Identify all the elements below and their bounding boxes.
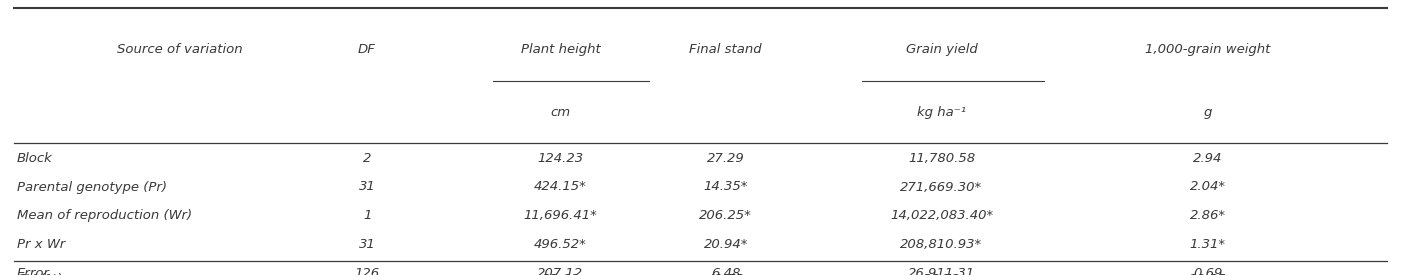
Text: 14.35*: 14.35* <box>703 180 748 194</box>
Text: CV (%): CV (%) <box>17 273 62 275</box>
Text: 14,022,083.40*: 14,022,083.40* <box>890 209 993 222</box>
Text: 2: 2 <box>363 152 371 165</box>
Text: 271,669.30*: 271,669.30* <box>901 180 982 194</box>
Text: 126: 126 <box>354 267 380 275</box>
Text: Parental genotype (Pr): Parental genotype (Pr) <box>17 180 167 194</box>
Text: 2.04*: 2.04* <box>1189 180 1226 194</box>
Text: Source of variation: Source of variation <box>116 43 242 56</box>
Text: 31: 31 <box>359 238 375 251</box>
Text: 496.52*: 496.52* <box>534 238 587 251</box>
Text: 206.25*: 206.25* <box>699 209 752 222</box>
Text: 2.86*: 2.86* <box>1189 209 1226 222</box>
Text: Mean of reproduction (Wr): Mean of reproduction (Wr) <box>17 209 192 222</box>
Text: 26,911.31: 26,911.31 <box>908 267 975 275</box>
Text: Error: Error <box>17 267 50 275</box>
Text: 208,810.93*: 208,810.93* <box>901 238 982 251</box>
Text: 36.72: 36.72 <box>923 273 960 275</box>
Text: 31: 31 <box>359 180 375 194</box>
Text: 424.15*: 424.15* <box>534 180 587 194</box>
Text: Block: Block <box>17 152 53 165</box>
Text: Plant height: Plant height <box>521 43 600 56</box>
Text: 11,780.58: 11,780.58 <box>908 152 975 165</box>
Text: Final stand: Final stand <box>689 43 762 56</box>
Text: 27.29: 27.29 <box>708 152 744 165</box>
Text: g: g <box>1203 106 1212 119</box>
Text: 6.48: 6.48 <box>712 267 740 275</box>
Text: Pr x Wr: Pr x Wr <box>17 238 64 251</box>
Text: 207.12: 207.12 <box>538 267 583 275</box>
Text: Grain yield: Grain yield <box>905 43 978 56</box>
Text: 41.73: 41.73 <box>708 273 744 275</box>
Text: 1: 1 <box>363 209 371 222</box>
Text: 2.94: 2.94 <box>1194 152 1222 165</box>
Text: 11,696.41*: 11,696.41* <box>524 209 597 222</box>
Text: 23.68: 23.68 <box>542 273 579 275</box>
Text: 1,000-grain weight: 1,000-grain weight <box>1145 43 1271 56</box>
Text: 0.69: 0.69 <box>1194 267 1222 275</box>
Text: 20.94*: 20.94* <box>703 238 748 251</box>
Text: 1.31*: 1.31* <box>1189 238 1226 251</box>
Text: 124.23: 124.23 <box>538 152 583 165</box>
Text: cm: cm <box>551 106 570 119</box>
Text: 10.35: 10.35 <box>1189 273 1226 275</box>
Text: kg ha⁻¹: kg ha⁻¹ <box>916 106 967 119</box>
Text: DF: DF <box>359 43 375 56</box>
